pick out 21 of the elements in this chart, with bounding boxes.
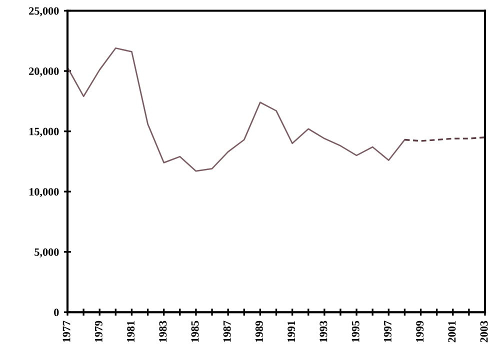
- x-tick-label: 1993: [320, 320, 328, 342]
- y-tick-label: 15,000: [30, 128, 59, 137]
- x-tick-label: 1981: [127, 321, 135, 342]
- y-tick-label: 5,000: [34, 248, 59, 258]
- line-series: [68, 47, 406, 172]
- x-tick-label: 1989: [255, 320, 263, 342]
- x-tick-label: 1977: [62, 320, 70, 342]
- x-tick-label: 1999: [416, 320, 424, 342]
- y-tick-label: 20,000: [29, 67, 59, 77]
- x-tick-label: 1987: [223, 320, 231, 342]
- x-tick-label: 1983: [159, 320, 167, 342]
- x-tick-label: 2001: [448, 321, 456, 342]
- y-tick-label: 0: [54, 308, 59, 316]
- x-tick-label: 1985: [191, 320, 199, 342]
- y-tick-label: 25,000: [29, 7, 59, 16]
- x-tick-label: 1991: [288, 321, 296, 342]
- x-tick-label: 1979: [94, 320, 102, 342]
- x-tick-label: 1997: [384, 320, 392, 342]
- x-tick-label: 1995: [352, 320, 360, 342]
- x-tick-label: 2003: [480, 320, 488, 342]
- y-tick-label: 10,000: [30, 188, 59, 198]
